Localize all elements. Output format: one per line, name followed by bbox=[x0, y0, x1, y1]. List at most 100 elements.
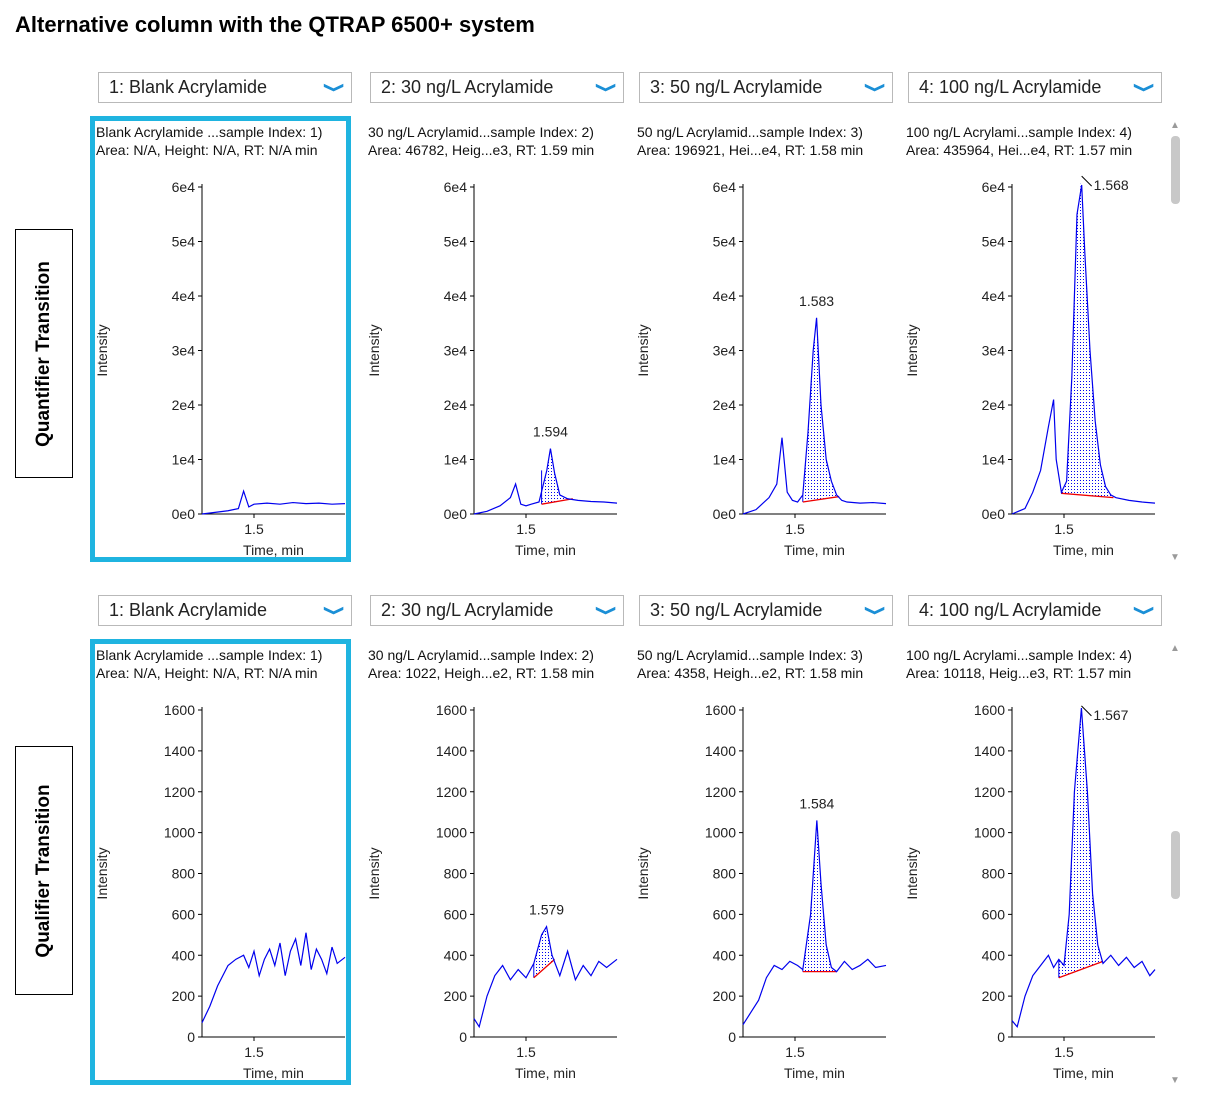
peak-info-line: Area: 4358, Heigh...e2, RT: 1.58 min bbox=[637, 665, 864, 681]
chromatogram-trace bbox=[201, 932, 346, 1023]
sample-dropdown-label: 2: 30 ng/L Acrylamide bbox=[381, 600, 554, 620]
y-tick-label: 1e4 bbox=[713, 452, 737, 468]
x-axis-label: Time, min bbox=[784, 1065, 845, 1081]
scrollbar-thumb[interactable] bbox=[1171, 831, 1180, 899]
x-tick-label: 1.5 bbox=[1054, 521, 1074, 537]
chromatogram-plot: 0 200 400 600 800 1000 1200 1400 1600 1.5 Time, mi… bbox=[94, 702, 346, 1081]
peak-label: 1.583 bbox=[799, 293, 834, 309]
peak-info-line: 100 ng/L Acrylami...sample Index: 4) bbox=[906, 124, 1132, 140]
y-tick-label: 3e4 bbox=[982, 343, 1006, 359]
scroll-up-arrow-icon[interactable]: ▲ bbox=[1170, 643, 1180, 654]
y-tick-label: 800 bbox=[444, 866, 468, 882]
peak-info-line: Blank Acrylamide ...sample Index: 1) bbox=[96, 124, 323, 140]
y-tick-label: 0e0 bbox=[172, 506, 196, 522]
chromatogram-panel: 2: 30 ng/L Acrylamide ❯ 30 ng/L Acrylamid.… bbox=[362, 595, 630, 1115]
peak-area bbox=[1058, 705, 1103, 978]
y-tick-label: 6e4 bbox=[444, 179, 468, 195]
peak-leader bbox=[1081, 175, 1093, 187]
y-tick-label: 1000 bbox=[705, 825, 736, 841]
peak-baseline bbox=[1058, 960, 1104, 979]
y-tick-label: 0 bbox=[728, 1029, 736, 1045]
row-label-quantifier-text: Quantifier Transition bbox=[33, 260, 54, 447]
y-tick-label: 4e4 bbox=[444, 288, 468, 304]
y-tick-label: 600 bbox=[172, 906, 196, 922]
peak-info-line: 30 ng/L Acrylamid...sample Index: 2) bbox=[368, 647, 594, 663]
chromatogram-plot: 0e0 1e4 2e4 3e4 4e4 5e4 6e4 1.5 Time, min Intensi… bbox=[635, 179, 887, 558]
y-tick-label: 800 bbox=[713, 866, 737, 882]
y-axis-label: Intensity bbox=[904, 324, 920, 376]
y-tick-label: 1600 bbox=[164, 702, 195, 718]
peak-info-line: 30 ng/L Acrylamid...sample Index: 2) bbox=[368, 124, 594, 140]
sample-dropdown[interactable]: 1: Blank Acrylamide ❯ bbox=[98, 72, 352, 103]
peak-label: 1.594 bbox=[533, 424, 568, 440]
chromatogram-plot: 0 200 400 600 800 1000 1200 1400 1600 1.5 Time, mi… bbox=[635, 702, 887, 1081]
sample-dropdown[interactable]: 3: 50 ng/L Acrylamide ❯ bbox=[639, 72, 893, 103]
y-axis-label: Intensity bbox=[366, 324, 382, 376]
x-axis-label: Time, min bbox=[515, 542, 576, 558]
sample-dropdown[interactable]: 1: Blank Acrylamide ❯ bbox=[98, 595, 352, 626]
y-tick-label: 2e4 bbox=[172, 397, 196, 413]
peak-info-line: 100 ng/L Acrylami...sample Index: 4) bbox=[906, 647, 1132, 663]
sample-dropdown-label: 1: Blank Acrylamide bbox=[109, 77, 268, 97]
y-tick-label: 1600 bbox=[705, 702, 736, 718]
x-tick-label: 1.5 bbox=[785, 1044, 805, 1060]
peak-label: 1.584 bbox=[799, 795, 834, 811]
y-tick-label: 600 bbox=[444, 906, 468, 922]
y-tick-label: 0 bbox=[459, 1029, 467, 1045]
chromatogram-plot: 0e0 1e4 2e4 3e4 4e4 5e4 6e4 1.5 Time, min Intensi… bbox=[94, 179, 346, 558]
y-tick-label: 5e4 bbox=[982, 234, 1006, 250]
selected-panel-highlight bbox=[90, 116, 351, 562]
peak-info-line: 50 ng/L Acrylamid...sample Index: 3) bbox=[637, 124, 863, 140]
peak-info: Blank Acrylamide ...sample Index: 1) Area… bbox=[96, 123, 322, 159]
sample-dropdown[interactable]: 2: 30 ng/L Acrylamide ❯ bbox=[370, 595, 624, 626]
y-tick-label: 3e4 bbox=[172, 343, 196, 359]
x-tick-label: 1.5 bbox=[244, 1044, 264, 1060]
scrollbar-thumb[interactable] bbox=[1171, 136, 1180, 204]
y-tick-label: 1000 bbox=[974, 825, 1005, 841]
y-tick-label: 5e4 bbox=[172, 234, 196, 250]
peak-baseline bbox=[1061, 492, 1114, 499]
y-tick-label: 4e4 bbox=[982, 288, 1006, 304]
y-tick-label: 0e0 bbox=[444, 506, 468, 522]
y-tick-label: 3e4 bbox=[713, 343, 737, 359]
chromatogram-panel: 4: 100 ng/L Acrylamide ❯ 100 ng/L Acrylami… bbox=[900, 72, 1168, 592]
sample-dropdown[interactable]: 4: 100 ng/L Acrylamide ❯ bbox=[908, 595, 1162, 626]
peak-area bbox=[1061, 176, 1114, 498]
y-tick-label: 1200 bbox=[705, 784, 736, 800]
y-tick-label: 1600 bbox=[974, 702, 1005, 718]
scroll-up-arrow-icon[interactable]: ▲ bbox=[1170, 120, 1180, 131]
chromatogram-trace bbox=[201, 489, 346, 515]
y-tick-label: 2e4 bbox=[713, 397, 737, 413]
y-tick-label: 5e4 bbox=[444, 234, 468, 250]
sample-dropdown-label: 2: 30 ng/L Acrylamide bbox=[381, 77, 554, 97]
y-tick-label: 1000 bbox=[436, 825, 467, 841]
y-tick-label: 600 bbox=[713, 906, 737, 922]
peak-info-line: Area: 1022, Heigh...e2, RT: 1.58 min bbox=[368, 665, 595, 681]
x-axis-label: Time, min bbox=[515, 1065, 576, 1081]
sample-dropdown[interactable]: 4: 100 ng/L Acrylamide ❯ bbox=[908, 72, 1162, 103]
peak-info-line: Area: N/A, Height: N/A, RT: N/A min bbox=[96, 665, 318, 681]
x-tick-label: 1.5 bbox=[1054, 1044, 1074, 1060]
y-tick-label: 1400 bbox=[164, 743, 195, 759]
chromatogram-plot: 0 200 400 600 800 1000 1200 1400 1600 1.5 Time, mi… bbox=[904, 702, 1156, 1081]
sample-dropdown[interactable]: 3: 50 ng/L Acrylamide ❯ bbox=[639, 595, 893, 626]
y-tick-label: 400 bbox=[444, 947, 468, 963]
y-axis-label: Intensity bbox=[635, 847, 651, 899]
peak-label: 1.568 bbox=[1094, 177, 1129, 193]
chromatogram-panel: 2: 30 ng/L Acrylamide ❯ 30 ng/L Acrylamid.… bbox=[362, 72, 630, 592]
y-tick-label: 800 bbox=[982, 866, 1006, 882]
sample-dropdown[interactable]: 2: 30 ng/L Acrylamide ❯ bbox=[370, 72, 624, 103]
peak-info: 100 ng/L Acrylami...sample Index: 4) Area… bbox=[906, 646, 1132, 682]
chromatogram-trace bbox=[473, 448, 618, 515]
peak-label: 1.567 bbox=[1093, 707, 1128, 723]
y-tick-label: 800 bbox=[172, 866, 196, 882]
y-tick-label: 3e4 bbox=[444, 343, 468, 359]
sample-dropdown-label: 3: 50 ng/L Acrylamide bbox=[650, 77, 823, 97]
chromatogram-plot: 0 200 400 600 800 1000 1200 1400 1600 1.5 Time, mi… bbox=[366, 702, 618, 1081]
scroll-down-arrow-icon[interactable]: ▼ bbox=[1170, 552, 1180, 563]
scroll-down-arrow-icon[interactable]: ▼ bbox=[1170, 1075, 1180, 1086]
y-tick-label: 6e4 bbox=[713, 179, 737, 195]
peak-info-line: Area: N/A, Height: N/A, RT: N/A min bbox=[96, 142, 318, 158]
peak-info-line: 50 ng/L Acrylamid...sample Index: 3) bbox=[637, 647, 863, 663]
chromatogram-panel: 3: 50 ng/L Acrylamide ❯ 50 ng/L Acrylamid.… bbox=[631, 72, 899, 592]
